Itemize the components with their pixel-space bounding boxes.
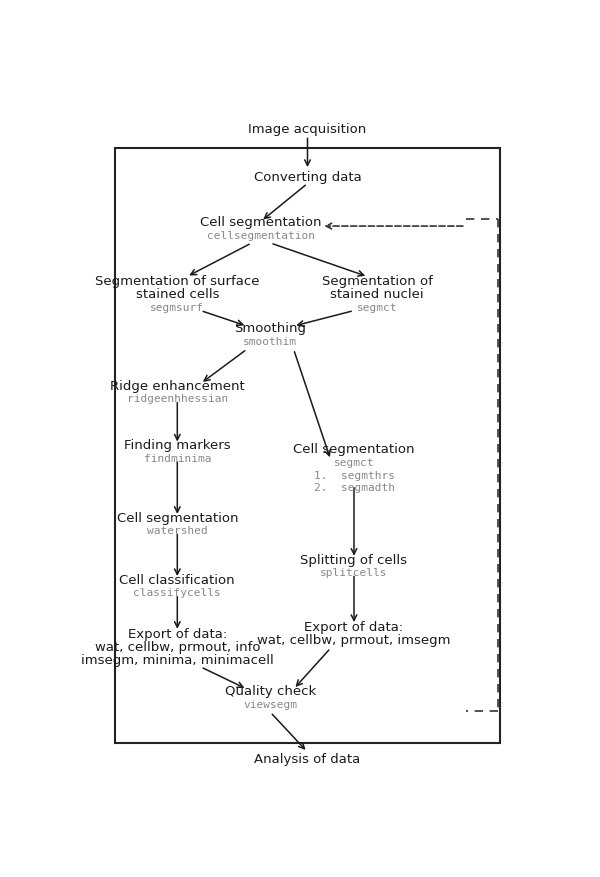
Text: Cell segmentation: Cell segmentation — [200, 216, 322, 229]
Text: findminima: findminima — [143, 453, 211, 463]
Text: Segmentation of: Segmentation of — [322, 275, 433, 288]
Text: Quality check: Quality check — [224, 685, 316, 697]
Text: Export of data:: Export of data: — [128, 628, 227, 640]
Text: segmct: segmct — [334, 457, 374, 467]
Text: Segmentation of surface: Segmentation of surface — [95, 275, 260, 288]
Text: Image acquisition: Image acquisition — [248, 123, 367, 136]
Text: wat, cellbw, prmout, info: wat, cellbw, prmout, info — [95, 640, 260, 653]
Text: viewsegm: viewsegm — [244, 699, 297, 709]
Text: classifycells: classifycells — [133, 588, 221, 597]
Text: Converting data: Converting data — [254, 171, 361, 184]
Text: 1.  segmthrs: 1. segmthrs — [314, 470, 395, 480]
Text: Smoothing: Smoothing — [234, 322, 306, 335]
Text: smoothim: smoothim — [244, 336, 297, 346]
Text: Cell classification: Cell classification — [119, 574, 235, 586]
Text: Finding markers: Finding markers — [124, 438, 230, 452]
Text: imsegm, minima, minimacell: imsegm, minima, minimacell — [81, 653, 274, 667]
Text: stained cells: stained cells — [136, 288, 219, 301]
Text: cellsegmentation: cellsegmentation — [207, 231, 315, 240]
Text: segmsurf: segmsurf — [151, 303, 204, 312]
Text: Splitting of cells: Splitting of cells — [301, 553, 407, 566]
Text: Analysis of data: Analysis of data — [254, 752, 361, 766]
Text: Cell segmentation: Cell segmentation — [116, 511, 238, 524]
Text: Export of data:: Export of data: — [304, 620, 404, 633]
Text: watershed: watershed — [147, 525, 208, 535]
Text: Cell segmentation: Cell segmentation — [293, 443, 415, 456]
Text: stained nuclei: stained nuclei — [331, 288, 424, 301]
Text: wat, cellbw, prmout, imsegm: wat, cellbw, prmout, imsegm — [257, 633, 451, 646]
Text: ridgeenhhessian: ridgeenhhessian — [127, 394, 228, 403]
Text: 2.  segmadth: 2. segmadth — [314, 483, 395, 493]
Text: Ridge enhancement: Ridge enhancement — [110, 380, 245, 392]
Text: segmct: segmct — [357, 303, 398, 312]
Text: splitcells: splitcells — [320, 567, 388, 577]
